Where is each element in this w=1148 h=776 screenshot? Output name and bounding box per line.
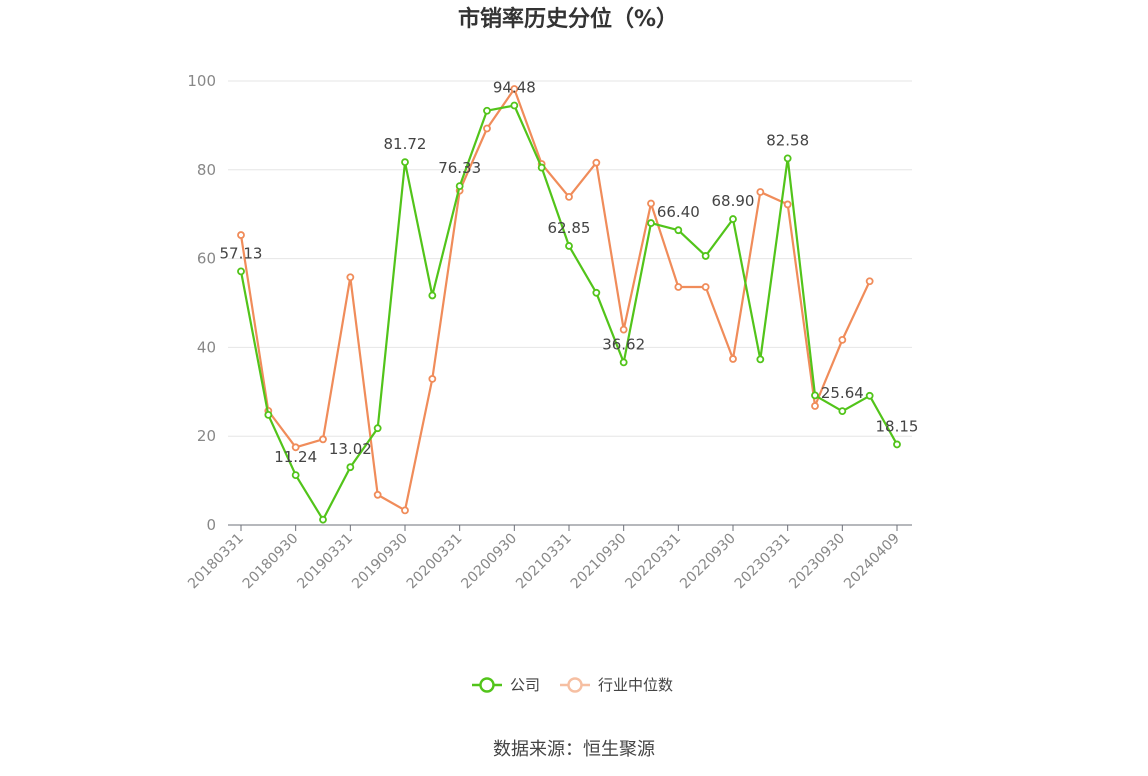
data-label: 66.40 <box>657 203 700 221</box>
legend-item-1[interactable]: 行业中位数 <box>560 676 673 694</box>
data-label: 68.90 <box>712 192 755 210</box>
data-point <box>537 163 546 172</box>
data-label: 11.24 <box>274 448 317 466</box>
data-point <box>346 273 355 282</box>
legend-item-0[interactable]: 公司 <box>472 676 540 694</box>
legend-marker <box>567 677 583 693</box>
data-label: 76.33 <box>438 159 481 177</box>
y-tick-label: 20 <box>197 427 216 445</box>
y-tick-label: 80 <box>197 161 216 179</box>
data-point <box>674 283 683 291</box>
x-tick-label: 20200930 <box>458 531 520 593</box>
data-point <box>428 375 437 383</box>
data-label: 25.64 <box>821 384 864 402</box>
data-point <box>783 200 792 209</box>
data-point <box>565 192 573 201</box>
data-label: 81.72 <box>384 135 427 153</box>
legend-label: 行业中位数 <box>598 676 673 694</box>
data-label: 36.62 <box>602 335 645 353</box>
x-tick-label: 20210930 <box>568 531 630 593</box>
data-point <box>729 215 737 223</box>
x-tick-label: 20230930 <box>786 531 848 593</box>
data-point <box>893 440 901 449</box>
data-point <box>756 355 765 364</box>
legend-marker <box>479 677 495 693</box>
data-labels: 57.13 11.24 13.02 81.72 76.33 94.48 62.85 36.62… <box>220 79 919 467</box>
data-point <box>401 158 409 167</box>
data-point <box>619 358 628 367</box>
data-point <box>510 101 519 110</box>
data-point <box>647 199 655 208</box>
x-tick-label: 20240409 <box>841 531 903 593</box>
data-point <box>319 515 327 524</box>
data-point <box>319 435 327 444</box>
data-label: 94.48 <box>493 79 536 97</box>
data-point <box>729 355 737 363</box>
data-label: 82.58 <box>766 131 809 149</box>
data-point <box>237 267 245 276</box>
x-tick-label: 20210331 <box>513 531 575 593</box>
x-tick-label: 20220331 <box>622 531 684 593</box>
data-point <box>592 288 601 297</box>
series-layer <box>237 85 901 524</box>
x-tick-label: 20180331 <box>185 531 247 593</box>
data-point <box>373 424 382 433</box>
x-tick-label: 20220930 <box>677 531 739 593</box>
data-point <box>373 490 382 499</box>
x-tick-label: 20190331 <box>294 531 356 593</box>
data-point <box>701 252 710 260</box>
data-point <box>401 506 409 515</box>
data-point <box>811 402 819 410</box>
legend[interactable]: 公司 行业中位数 <box>472 676 673 694</box>
grid <box>228 80 912 437</box>
data-point <box>455 182 464 190</box>
y-tick-label: 40 <box>197 338 216 356</box>
data-point <box>647 219 655 227</box>
data-point <box>291 471 300 479</box>
source-note: 数据来源：恒生聚源 <box>493 739 655 760</box>
data-point <box>264 410 273 419</box>
data-point <box>701 283 710 291</box>
data-point <box>674 226 683 235</box>
data-label: 57.13 <box>220 244 263 262</box>
data-label: 62.85 <box>548 219 591 237</box>
data-point <box>783 154 792 163</box>
data-label: 13.02 <box>329 440 372 458</box>
data-point <box>483 124 491 133</box>
x-tick-label: 20230331 <box>732 531 794 593</box>
x-tick-label: 20180930 <box>240 531 302 593</box>
data-point <box>838 407 847 416</box>
y-tick-label: 0 <box>206 516 216 534</box>
data-point <box>483 106 491 115</box>
data-point <box>865 391 874 400</box>
data-point <box>291 443 300 452</box>
data-point <box>510 85 519 93</box>
data-point <box>565 242 573 250</box>
data-point <box>619 325 628 334</box>
data-point <box>428 291 437 300</box>
data-point <box>838 335 847 344</box>
data-label: 18.15 <box>876 417 919 435</box>
chart-title: 市销率历史分位（%） <box>458 6 678 32</box>
y-tick-label: 100 <box>187 72 216 90</box>
x-tick-label: 20200331 <box>404 531 466 593</box>
series-line-1 <box>239 87 871 512</box>
data-point <box>865 277 874 286</box>
data-point <box>237 231 245 239</box>
data-point <box>346 463 355 472</box>
x-tick-label: 20190930 <box>349 531 411 593</box>
data-point <box>811 391 819 400</box>
data-point <box>592 158 601 167</box>
legend-label: 公司 <box>510 676 540 694</box>
axes: 0 20 40 60 80 100 2018033120180930201903312019… <box>185 72 912 592</box>
y-tick-label: 60 <box>197 250 216 268</box>
data-point <box>756 188 765 196</box>
